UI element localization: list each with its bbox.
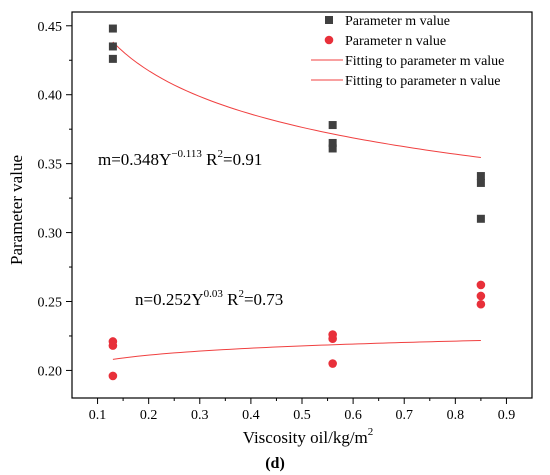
- annotation-n-fit: n=0.252Y0.03 R2=0.73: [135, 288, 283, 309]
- x-axis-title: Viscosity oil/kg/m2: [243, 426, 374, 447]
- y-tick-label: 0.45: [38, 20, 63, 35]
- legend-label: Parameter n value: [345, 34, 446, 49]
- data-points: [108, 24, 486, 381]
- point-n: [476, 299, 486, 309]
- x-tick-label: 0.9: [498, 408, 516, 423]
- panel-label: (d): [265, 455, 285, 472]
- point-m: [328, 144, 337, 153]
- point-m: [108, 42, 117, 51]
- axis-ticks: 0.1 0.2 0.3 0.4 0.5 0.6 0.7 0.8 0.9 0.20 0.25 0.30 0…: [38, 20, 516, 423]
- legend: Parameter m value Parameter n value Fittin…: [311, 14, 504, 89]
- point-n: [476, 280, 486, 290]
- x-tick-label: 0.3: [191, 408, 209, 423]
- x-tick-label: 0.1: [89, 408, 107, 423]
- legend-label: Fitting to parameter m value: [345, 54, 504, 69]
- point-m: [476, 178, 485, 187]
- legend-label: Parameter m value: [345, 14, 450, 29]
- x-tick-label: 0.5: [293, 408, 311, 423]
- y-tick-label: 0.20: [38, 364, 63, 379]
- x-tick-label: 0.8: [447, 408, 465, 423]
- y-tick-label: 0.40: [38, 89, 63, 104]
- point-n: [328, 334, 337, 344]
- x-tick-label: 0.6: [344, 408, 362, 423]
- legend-marker-m: [325, 16, 333, 24]
- point-m: [328, 121, 337, 130]
- point-m: [328, 138, 337, 147]
- point-n: [108, 371, 118, 381]
- legend-label: Fitting to parameter n value: [345, 74, 501, 89]
- y-tick-label: 0.35: [38, 158, 63, 173]
- fit-line-m: [112, 41, 481, 159]
- fit-lines: [112, 41, 481, 360]
- y-axis-title: Parameter value: [7, 155, 26, 265]
- point-m: [108, 54, 117, 63]
- y-tick-label: 0.30: [38, 227, 63, 242]
- point-n: [328, 359, 337, 368]
- point-m: [476, 214, 485, 223]
- x-tick-label: 0.2: [140, 408, 158, 423]
- point-n: [476, 291, 486, 301]
- point-m: [108, 24, 117, 33]
- point-m: [476, 172, 485, 181]
- legend-marker-n: [324, 35, 334, 45]
- point-n: [108, 341, 118, 350]
- plot-border: [71, 11, 533, 399]
- x-tick-label: 0.4: [242, 408, 260, 423]
- fit-line-n: [112, 339, 481, 360]
- annotation-m-fit: m=0.348Y−0.113 R2=0.91: [98, 148, 262, 169]
- plot-frame: [71, 11, 533, 399]
- x-tick-label: 0.7: [395, 408, 413, 423]
- y-tick-label: 0.25: [38, 296, 63, 311]
